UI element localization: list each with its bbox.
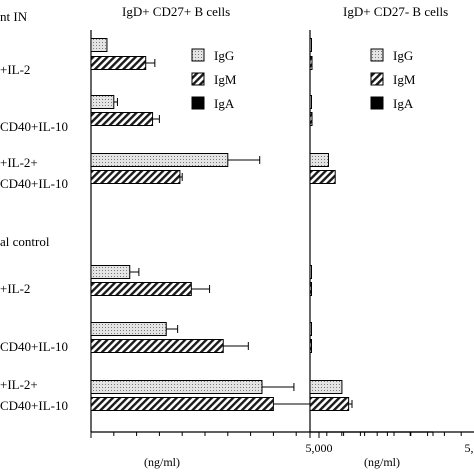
legend-swatch-igg [370, 48, 384, 62]
x-tick-label: 5,000 [465, 441, 474, 455]
panel1-xlabel: (ng/ml) [144, 455, 180, 469]
group-label-control: al control [0, 234, 50, 249]
bar-igg [90, 38, 108, 52]
row-label-il2-patient: +IL-2 [0, 62, 30, 77]
bar-igg [309, 380, 343, 394]
bar-igm [90, 282, 192, 296]
legend-label: IgG [393, 48, 413, 63]
legend-label: IgA [393, 96, 414, 111]
bar-igm [90, 112, 154, 126]
bar-igg [90, 153, 229, 167]
panel2-title: IgD+ CD27- B cells [343, 4, 448, 19]
row-label-combo1-control: +IL-2+ [0, 377, 38, 392]
bar-igm [309, 282, 312, 296]
panel2-plot: 5,000 IgG IgM IgA [309, 30, 474, 455]
row-label-cd40-control: CD40+IL-10 [0, 339, 68, 354]
legend-label: IgG [214, 48, 234, 63]
x-tick-label: 5,000 [306, 441, 333, 455]
bar-igm [90, 339, 224, 353]
bar-igg [90, 322, 167, 336]
bar-igm [90, 170, 181, 184]
bar-igg [90, 380, 263, 394]
bar-igm [309, 56, 313, 70]
bar-igm [309, 339, 312, 353]
panel1-plot: 5,000 IgG IgM IgA [90, 30, 434, 455]
legend-label: IgM [214, 72, 237, 87]
bar-igg [90, 265, 131, 279]
legend-swatch-igm [370, 72, 384, 86]
legend-swatch-iga [370, 96, 384, 110]
bar-igm [309, 397, 350, 411]
panel1-title: IgD+ CD27+ B cells [122, 4, 230, 19]
row-label-cd40-patient: CD40+IL-10 [0, 119, 68, 134]
bar-igg [90, 95, 115, 109]
bar-igg [309, 322, 312, 336]
bar-igg [309, 38, 312, 52]
bar-igm [90, 397, 274, 411]
row-label-combo2-patient: CD40+IL-10 [0, 176, 68, 191]
legend-swatch-igg [191, 48, 205, 62]
row-label-combo2-control: CD40+IL-10 [0, 398, 68, 413]
bar-igm [309, 170, 336, 184]
bar-igg [309, 153, 329, 167]
panel2-xlabel: (ng/ml) [364, 455, 400, 469]
legend-swatch-iga [191, 96, 205, 110]
legend-label: IgA [214, 96, 235, 111]
legend-swatch-igm [191, 72, 205, 86]
group-label-patient: nt IN [0, 9, 28, 24]
row-label-il2-control: +IL-2 [0, 281, 30, 296]
row-label-combo1-patient: +IL-2+ [0, 155, 38, 170]
bar-igm [90, 56, 147, 70]
bar-igg [309, 95, 312, 109]
legend-label: IgM [393, 72, 416, 87]
bar-igg [309, 265, 312, 279]
bar-igm [309, 112, 313, 126]
